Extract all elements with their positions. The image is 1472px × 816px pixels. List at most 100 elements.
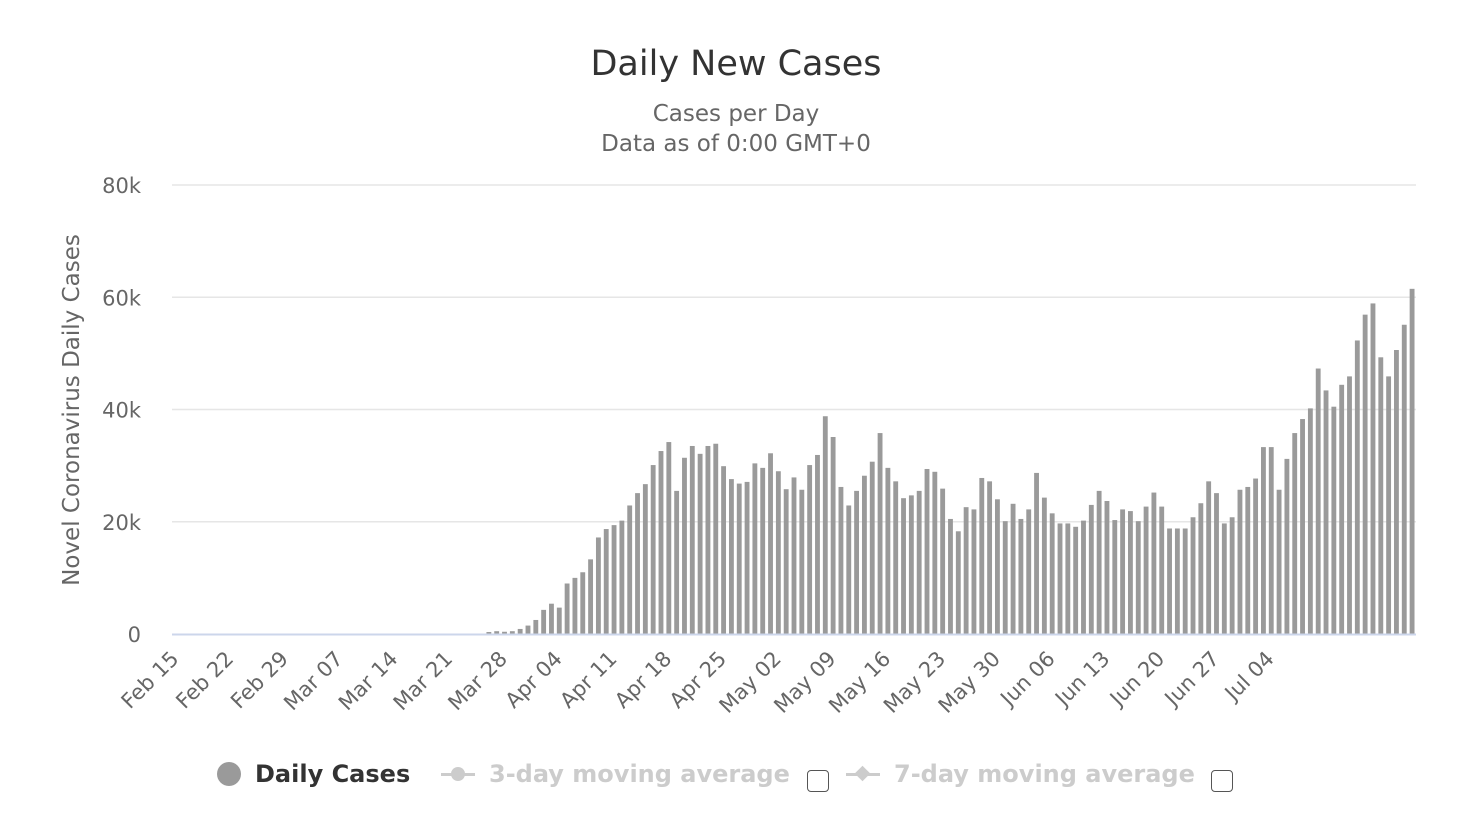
bar: [1409, 288, 1415, 634]
bar: [901, 498, 906, 634]
bar: [517, 628, 523, 634]
legend-label-3-day-average: 3-day moving average: [489, 760, 790, 788]
legend-item-7-day-average[interactable]: 7-day moving average: [846, 760, 1195, 788]
bar: [1268, 447, 1274, 634]
bar: [940, 488, 946, 634]
bar: [799, 489, 805, 634]
bars: [486, 288, 1415, 634]
bar: [807, 465, 813, 634]
x-tick-label: Feb 22: [171, 647, 238, 714]
bar: [893, 481, 899, 634]
x-tick-label: Apr 04: [501, 647, 567, 713]
y-tick-label: 20k: [102, 511, 142, 535]
bar: [1018, 518, 1024, 634]
bar: [1245, 486, 1251, 634]
bar: [705, 445, 711, 634]
bar: [1362, 314, 1368, 634]
bar: [760, 467, 766, 634]
bar: [1088, 504, 1094, 634]
bar: [1167, 528, 1172, 634]
bar: [1198, 503, 1204, 634]
bar: [1049, 513, 1055, 634]
bar: [1041, 497, 1047, 634]
bar: [611, 525, 617, 634]
bar: [494, 631, 500, 634]
bar: [603, 529, 609, 634]
y-axis: 0 20k 40k 60k 80k: [102, 174, 142, 647]
bar: [963, 507, 969, 634]
bar: [1378, 357, 1384, 634]
bar: [564, 583, 570, 634]
bar: [1010, 503, 1016, 634]
bar: [1394, 350, 1399, 634]
bar: [1339, 384, 1345, 634]
bar: [979, 477, 985, 634]
x-tick-label: Feb 15: [117, 647, 184, 714]
bar: [1347, 376, 1352, 634]
y-tick-label: 80k: [102, 174, 142, 198]
bar: [619, 520, 625, 634]
y-tick-label: 60k: [102, 286, 142, 310]
bar: [635, 493, 640, 634]
bar: [502, 631, 507, 634]
bar: [525, 625, 531, 634]
bar: [752, 463, 758, 634]
bar: [987, 481, 993, 634]
bar: [1253, 478, 1259, 634]
x-tick-label: Mar 28: [443, 647, 512, 716]
toggle-3-day-average-checkbox[interactable]: [807, 770, 829, 792]
bar: [736, 483, 742, 634]
bar: [908, 495, 914, 634]
bar: [955, 531, 961, 634]
bar: [1120, 509, 1126, 634]
bar: [533, 619, 539, 634]
bar: [1002, 521, 1008, 634]
x-tick-label: Apr 11: [555, 647, 621, 713]
bar: [1401, 324, 1407, 634]
bar: [1221, 523, 1227, 634]
bar: [674, 490, 680, 634]
x-tick-label: Jul 04: [1219, 647, 1279, 707]
x-tick-label: Mar 21: [389, 647, 458, 716]
bar: [549, 603, 554, 634]
x-tick-label: May 30: [934, 647, 1005, 718]
bar: [666, 442, 672, 634]
bar: [580, 572, 586, 634]
bar: [689, 445, 695, 634]
bar: [783, 489, 789, 634]
bar: [846, 505, 852, 634]
bar: [869, 461, 875, 634]
bar: [1323, 390, 1329, 634]
bar: [1276, 489, 1282, 634]
bar: [509, 631, 515, 634]
bar: [932, 471, 938, 634]
bar: [1135, 521, 1141, 634]
bar: [1206, 481, 1212, 634]
gridlines: [172, 184, 1416, 523]
bar: [1112, 520, 1118, 634]
bar: [1143, 506, 1149, 634]
bar: [916, 490, 922, 634]
bar: [1354, 340, 1360, 634]
bar: [1174, 528, 1180, 634]
bar: [642, 484, 648, 634]
bar: [486, 632, 492, 634]
bar: [948, 518, 953, 634]
bar: [728, 479, 734, 634]
legend-item-3-day-average[interactable]: 3-day moving average: [441, 760, 790, 788]
bar: [1237, 489, 1243, 634]
bar: [1331, 406, 1337, 634]
line-diamond-marker-icon: [846, 762, 880, 786]
bar: [1081, 520, 1086, 634]
legend-item-daily-cases[interactable]: Daily Cases: [217, 760, 410, 788]
bar: [1214, 493, 1219, 634]
bar: [1065, 523, 1071, 634]
bar: [588, 559, 594, 634]
x-tick-label: Jun 20: [1104, 647, 1169, 712]
circle-marker-icon: [217, 762, 241, 786]
bar: [924, 468, 930, 634]
toggle-7-day-average-checkbox[interactable]: [1211, 770, 1233, 792]
bar: [1057, 523, 1063, 634]
x-tick-label: Jun 13: [1049, 647, 1114, 712]
